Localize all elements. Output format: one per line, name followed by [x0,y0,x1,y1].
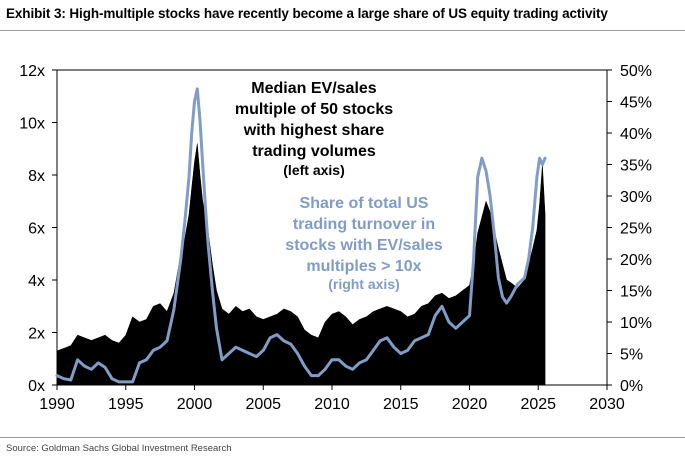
chart-marks [55,87,547,386]
source-note: Source: Goldman Sachs Global Investment … [6,443,232,454]
right-tick-label: 25% [620,221,652,238]
annotation-blue-line-4: multiples > 10x [306,258,421,275]
right-tick-label: 45% [620,95,652,112]
x-tick-label: 2010 [314,396,350,413]
annotation-black-line-5: (left axis) [283,162,344,178]
x-tick-label: 2005 [245,396,281,413]
x-tick-label: 2025 [520,396,556,413]
annotation-black-line-2: multiple of 50 stocks [235,101,393,118]
right-tick-label: 30% [620,189,652,206]
annotation-black-line-3: with highest share [243,122,385,139]
right-tick-label: 35% [620,158,652,175]
right-tick-label: 15% [620,284,652,301]
x-tick-label: 2030 [589,396,625,413]
left-tick-label: 6x [28,221,45,238]
right-tick-label: 40% [620,126,652,143]
left-tick-label: 10x [19,116,45,133]
right-tick-label: 0% [620,378,643,395]
right-tick-label: 20% [620,252,652,269]
axis-ticks: 1990 1995 2000 2005 2010 2015 2020 2025 2030 0x 2x… [19,63,652,413]
left-tick-label: 4x [28,273,45,290]
chart-title: Exhibit 3: High-multiple stocks have rec… [6,6,608,21]
x-tick-label: 1990 [39,396,75,413]
title-divider [0,30,685,31]
chart: 1990 1995 2000 2005 2010 2015 2020 2025 2030 0x 2x… [19,63,652,413]
left-tick-label: 8x [28,168,45,185]
annotation-blue-line-1: Share of total US [300,195,429,212]
annotation-blue-line-2: trading turnover in [293,216,435,233]
right-tick-label: 10% [620,315,652,332]
x-tick-label: 2020 [452,396,488,413]
annotation-blue-line-3: stocks with EV/sales [285,237,443,254]
x-tick-label: 2000 [177,396,213,413]
x-tick-label: 2015 [383,396,419,413]
left-tick-label: 0x [28,378,45,395]
left-tick-label: 12x [19,63,45,80]
annotation-black-line-1: Median EV/sales [251,80,376,97]
source-divider [0,437,685,438]
series-line-turnover-share [55,87,547,384]
left-tick-label: 2x [28,326,45,343]
right-tick-label: 5% [620,347,643,364]
annotation-blue-line-5: (right axis) [328,276,400,292]
annotation-black-line-4: trading volumes [252,143,376,160]
x-tick-label: 1995 [108,396,144,413]
right-tick-label: 50% [620,63,652,80]
